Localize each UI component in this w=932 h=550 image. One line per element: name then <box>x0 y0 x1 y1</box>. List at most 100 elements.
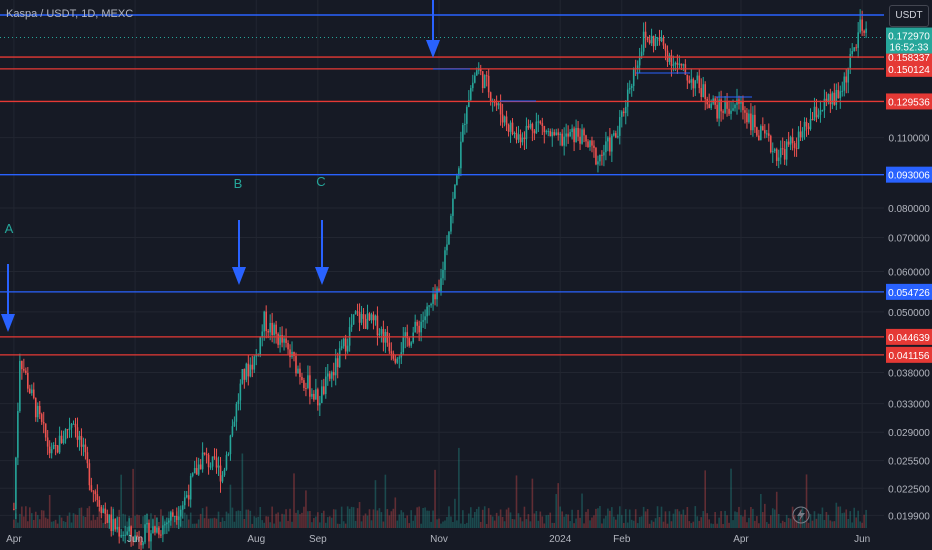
candle-body <box>249 364 252 377</box>
candle-body <box>803 121 806 131</box>
candle-body <box>599 154 601 162</box>
candle-body <box>263 311 266 332</box>
volume-bar <box>126 521 128 528</box>
candle-body <box>636 65 639 69</box>
candle-body <box>605 141 607 153</box>
candle-body <box>370 314 373 321</box>
volume-bar <box>589 520 591 528</box>
volume-bar <box>694 506 697 528</box>
candle-body <box>724 101 726 113</box>
candle-body <box>305 387 307 389</box>
candle-body <box>694 80 697 89</box>
volume-bar <box>344 523 347 528</box>
candle-body <box>859 19 861 33</box>
volume-bar <box>438 518 440 528</box>
volume-bar <box>185 514 188 528</box>
candle-body <box>718 99 720 119</box>
candle-body <box>170 512 172 521</box>
volume-bar <box>370 520 373 528</box>
candle-body <box>475 70 478 76</box>
volume-bar <box>330 517 333 528</box>
volume-bar <box>740 515 742 528</box>
candle-body <box>686 74 689 81</box>
volume-bar <box>835 502 838 528</box>
candle-body <box>765 133 768 135</box>
volume-bar <box>305 490 307 528</box>
candle-body <box>88 463 91 486</box>
candle-body <box>424 316 426 321</box>
candle-body <box>68 427 71 430</box>
candle-body <box>146 522 148 525</box>
volume-bar <box>762 512 764 528</box>
volume-bar <box>837 506 840 528</box>
volume-bar <box>521 521 524 528</box>
time-tick-label: Apr <box>6 534 22 545</box>
volume-bar <box>30 513 33 528</box>
time-tick-label: Feb <box>613 534 631 545</box>
candle-body <box>233 421 236 427</box>
candle-body <box>42 421 45 424</box>
candle-body <box>650 35 653 44</box>
candle-body <box>323 386 325 394</box>
candle-body <box>185 495 188 498</box>
candle-body <box>28 388 31 394</box>
candle-body <box>255 354 258 357</box>
volume-bar <box>420 523 422 528</box>
candle-body <box>326 373 329 377</box>
candle-body <box>497 103 500 106</box>
candle-body <box>489 92 492 102</box>
volume-bar <box>428 510 430 528</box>
volume-bar <box>17 522 19 528</box>
candle-body <box>352 314 355 325</box>
volume-bar <box>60 517 63 528</box>
volume-bar <box>154 515 156 528</box>
candle-body <box>156 527 158 533</box>
volume-bar <box>505 509 508 528</box>
volume-bar <box>666 523 669 528</box>
candle-body <box>279 334 281 345</box>
candle-body <box>225 455 228 470</box>
candle-body <box>360 314 363 323</box>
candle-body <box>346 345 349 352</box>
candle-body <box>199 464 202 470</box>
time-axis[interactable]: Apr Jun Aug Sep Nov 2024 Feb Apr Jun <box>6 506 870 545</box>
candle-body <box>579 136 581 144</box>
volume-bar <box>233 521 236 528</box>
candle-body <box>481 71 484 89</box>
volume-bar <box>714 511 716 528</box>
volume-bar <box>650 520 653 528</box>
candle-body <box>466 107 468 124</box>
volume-bar <box>209 518 212 528</box>
volume-bar <box>360 521 363 528</box>
candle-body <box>863 30 865 33</box>
candle-body <box>187 495 190 500</box>
lightning-icon <box>792 506 810 524</box>
candle-body <box>533 130 536 134</box>
volume-bar <box>618 506 621 528</box>
volume-bar <box>334 509 337 528</box>
candle-body <box>406 332 409 339</box>
volume-bar <box>531 478 534 528</box>
volume-bar <box>569 521 571 528</box>
candle-body <box>66 429 69 431</box>
volume-bar <box>547 514 550 528</box>
volume-bar <box>468 513 470 528</box>
candle-body <box>380 329 383 334</box>
candle-body <box>321 386 323 403</box>
candle-body <box>531 123 534 131</box>
candle-body <box>622 111 625 114</box>
volume-bar <box>263 522 266 528</box>
volume-bar <box>513 519 516 528</box>
volume-bar <box>336 523 339 528</box>
candle-body <box>785 141 788 160</box>
currency-button[interactable]: USDT <box>889 5 929 27</box>
price-tick-label: 0.080000 <box>888 204 930 215</box>
candle-body <box>771 151 774 153</box>
volume-bar <box>603 518 605 528</box>
candle-body <box>82 444 85 447</box>
candle-body <box>177 516 180 521</box>
horizontal-levels[interactable] <box>0 14 884 356</box>
volume-bar <box>191 523 194 528</box>
